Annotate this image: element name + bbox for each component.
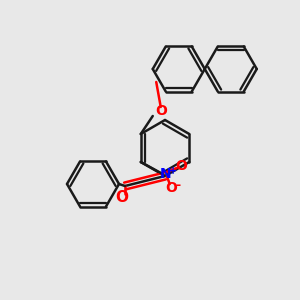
Text: O: O (165, 181, 177, 195)
Text: -: - (175, 179, 180, 193)
Text: O: O (155, 104, 167, 118)
Text: O: O (175, 159, 187, 173)
Text: O: O (116, 190, 128, 206)
Text: N: N (160, 167, 172, 181)
Text: +: + (169, 166, 177, 176)
